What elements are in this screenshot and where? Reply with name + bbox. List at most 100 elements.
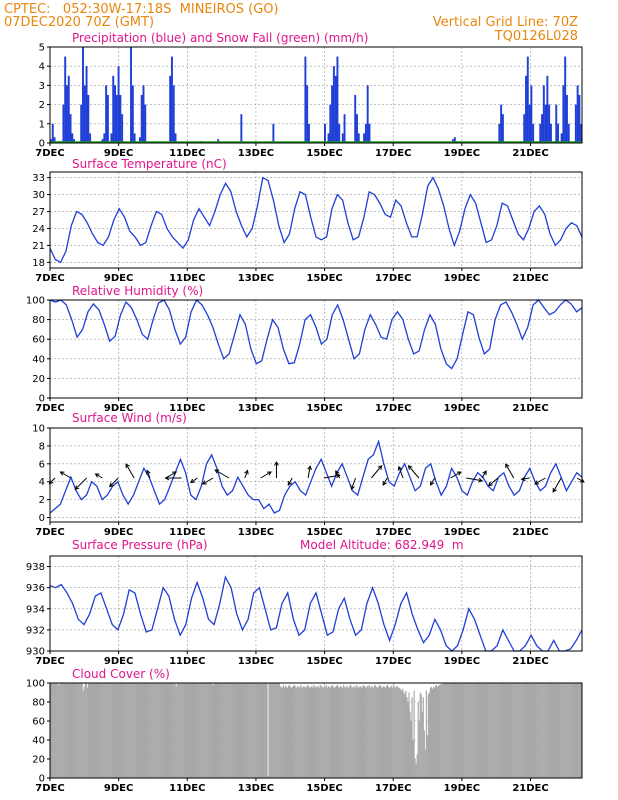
cloud-bar (228, 683, 230, 778)
precip-bar (336, 56, 339, 143)
precip-bar (110, 133, 113, 143)
cloud-bar (55, 683, 57, 778)
cloud-bar (357, 686, 359, 778)
cloud-bar (540, 683, 542, 778)
wind-arrow-head (350, 485, 355, 491)
cloud-bar (464, 683, 466, 778)
cloud-bar (78, 683, 80, 778)
x-tick-label: 11DEC (169, 783, 205, 794)
cloud-bar (172, 683, 174, 778)
cloud-bar (515, 683, 517, 778)
wind-arrow (146, 469, 151, 479)
precip-bar (453, 137, 456, 143)
wind-arrow (244, 469, 249, 479)
cloud-bar (508, 683, 510, 778)
wind-arrow-shaft (350, 477, 357, 490)
cloud-bar (120, 683, 122, 778)
cloud-bar (382, 685, 385, 778)
cloud-bar (449, 683, 451, 778)
cloud-bar (383, 686, 386, 778)
cloud-bar (497, 683, 499, 778)
cloud-bar (272, 683, 274, 778)
cloud-bar (247, 683, 249, 778)
cloud-bar (116, 683, 118, 778)
cloud-bar (572, 683, 574, 778)
cloud-bar (287, 685, 290, 778)
cloud-bar (371, 686, 373, 778)
cloud-bar (576, 683, 579, 778)
precip-bar (174, 133, 177, 143)
cloud-bar (531, 683, 534, 778)
cloud-bar (542, 683, 544, 778)
x-tick-label: 17DEC (375, 403, 411, 414)
cloud-bar (375, 686, 377, 778)
wind-arrow-shaft (260, 471, 272, 479)
cloud-bar (335, 685, 338, 778)
precip-bar (354, 95, 357, 143)
cloud-bar (326, 687, 328, 778)
cloud-bar (429, 687, 432, 778)
wind-arrow-shaft (398, 466, 404, 479)
x-tick-label: 15DEC (306, 527, 342, 538)
cloud-bar (483, 683, 486, 778)
cloud-bar (288, 684, 291, 778)
cloud-bar (529, 683, 532, 778)
precipitation-title: Precipitation (blue) and Snow Fall (gree… (72, 31, 368, 45)
x-tick-label: 9DEC (104, 527, 133, 538)
precip-bar (324, 123, 326, 143)
cloud-bar (188, 683, 191, 778)
y-tick-label: 27 (32, 207, 45, 218)
x-tick-label: 17DEC (375, 527, 411, 538)
wind-arrow-head (214, 469, 220, 474)
cloud-bar (299, 687, 301, 778)
wind-arrow (274, 460, 279, 478)
y-tick-label: 936 (26, 583, 45, 594)
cloud-bar (309, 687, 311, 778)
cloud-bar (541, 683, 543, 778)
cloud-bar (392, 687, 394, 778)
cloud-bar (568, 683, 570, 778)
cloud-bar (153, 683, 155, 778)
precip-bar (170, 56, 173, 143)
wind-arrow-head (377, 464, 383, 470)
cloud-bar (209, 683, 211, 778)
cloud-bar (579, 683, 582, 778)
wind-arrow-shaft (214, 469, 230, 479)
cloud-bar (462, 683, 464, 778)
cloud-bar (179, 683, 181, 778)
x-tick-label: 7DEC (35, 273, 64, 284)
wind-arrow-head (201, 480, 207, 485)
cloud-bar (94, 683, 97, 778)
cloud-bar (415, 763, 417, 778)
cloud-bar (421, 711, 423, 778)
cloud-bar (425, 690, 427, 778)
cloud-bar (419, 692, 421, 778)
cloud-bar (334, 686, 337, 778)
cloud-bar (548, 683, 550, 778)
cloud-bar (437, 686, 439, 778)
cloud-bar (322, 687, 324, 778)
precip-bar (498, 123, 501, 143)
cloud-bar (70, 683, 72, 778)
precip-bar (105, 85, 108, 143)
precip-bar (144, 104, 147, 143)
cloud-bar (372, 687, 374, 778)
x-tick-label: 13DEC (238, 527, 274, 538)
wind-arrow-head (487, 481, 493, 487)
x-tick-label: 19DEC (444, 527, 480, 538)
cloud-bar (219, 683, 221, 778)
cloud-bar (390, 686, 392, 778)
precip-bar (541, 114, 544, 143)
cloud-bar (231, 683, 233, 778)
cloud-bar (281, 686, 283, 778)
cloud-bar (395, 687, 397, 778)
precip-bar (69, 114, 72, 143)
x-tick-label: 21DEC (512, 148, 548, 159)
x-tick-label: 13DEC (238, 656, 274, 667)
cloud-bar (277, 683, 279, 778)
cloud-bar (351, 686, 353, 778)
wind-arrow-head (482, 470, 487, 476)
cloud-bar (73, 683, 75, 778)
humidity-title: Relative Humidity (%) (72, 284, 203, 298)
precip-bar (549, 123, 552, 143)
